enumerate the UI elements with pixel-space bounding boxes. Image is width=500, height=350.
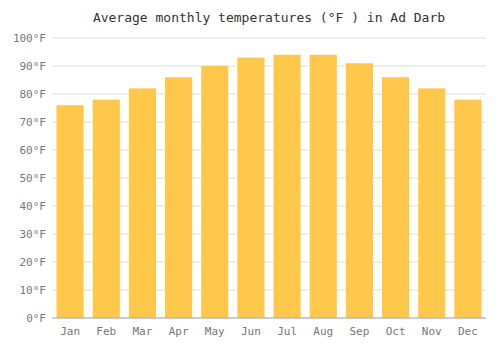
x-tick-label: Aug	[313, 325, 333, 338]
bar	[274, 55, 301, 318]
x-tick-label: Feb	[96, 325, 116, 338]
bar	[310, 55, 337, 318]
y-tick-label: 80°F	[20, 88, 47, 101]
bar	[129, 88, 156, 318]
y-tick-label: 50°F	[20, 172, 47, 185]
y-tick-label: 0°F	[26, 312, 46, 325]
x-tick-label: Oct	[386, 325, 406, 338]
y-tick-label: 90°F	[20, 60, 47, 73]
bars	[57, 55, 482, 318]
bar	[57, 105, 84, 318]
bar	[454, 100, 481, 318]
bar	[165, 77, 192, 318]
chart-container: Average monthly temperatures (°F ) in Ad…	[0, 0, 500, 350]
title: Average monthly temperatures (°F ) in Ad…	[93, 10, 445, 25]
grid-line	[52, 66, 486, 67]
x-tick-label: Jan	[60, 325, 80, 338]
chart-svg: Average monthly temperatures (°F ) in Ad…	[0, 0, 500, 350]
y-tick-label: 30°F	[20, 228, 47, 241]
bar	[237, 58, 264, 318]
y-tick-label: 100°F	[13, 32, 46, 45]
y-tick-label: 60°F	[20, 144, 47, 157]
x-tick-label: May	[205, 325, 225, 338]
bar	[346, 63, 373, 318]
x-axis-line	[52, 318, 486, 319]
x-tick-label: Jun	[241, 325, 261, 338]
y-tick-label: 10°F	[20, 284, 47, 297]
x-tick-label: Nov	[422, 325, 442, 338]
y-axis: 0°F 10°F 20°F 30°F 40°F 50°F 60°F 70°F 80°F 90°F 1…	[13, 32, 486, 325]
bar	[418, 88, 445, 318]
bar	[93, 100, 120, 318]
grid-line	[52, 318, 486, 319]
bar	[382, 77, 409, 318]
y-tick-label: 40°F	[20, 200, 47, 213]
x-tick-label: Jul	[277, 325, 297, 338]
page: {"chart_data": {"type": "bar", "title": …	[0, 0, 500, 350]
x-axis: Jan Feb Mar Apr May Jun Jul Aug Sep Oct Nov Dec	[60, 325, 478, 338]
x-tick-label: Apr	[169, 325, 189, 338]
x-tick-label: Sep	[349, 325, 369, 338]
y-tick-label: 70°F	[20, 116, 47, 129]
x-tick-label: Mar	[132, 325, 152, 338]
grid-line	[52, 38, 486, 39]
bar	[201, 66, 228, 318]
y-tick-label: 20°F	[20, 256, 47, 269]
x-tick-label: Dec	[458, 325, 478, 338]
